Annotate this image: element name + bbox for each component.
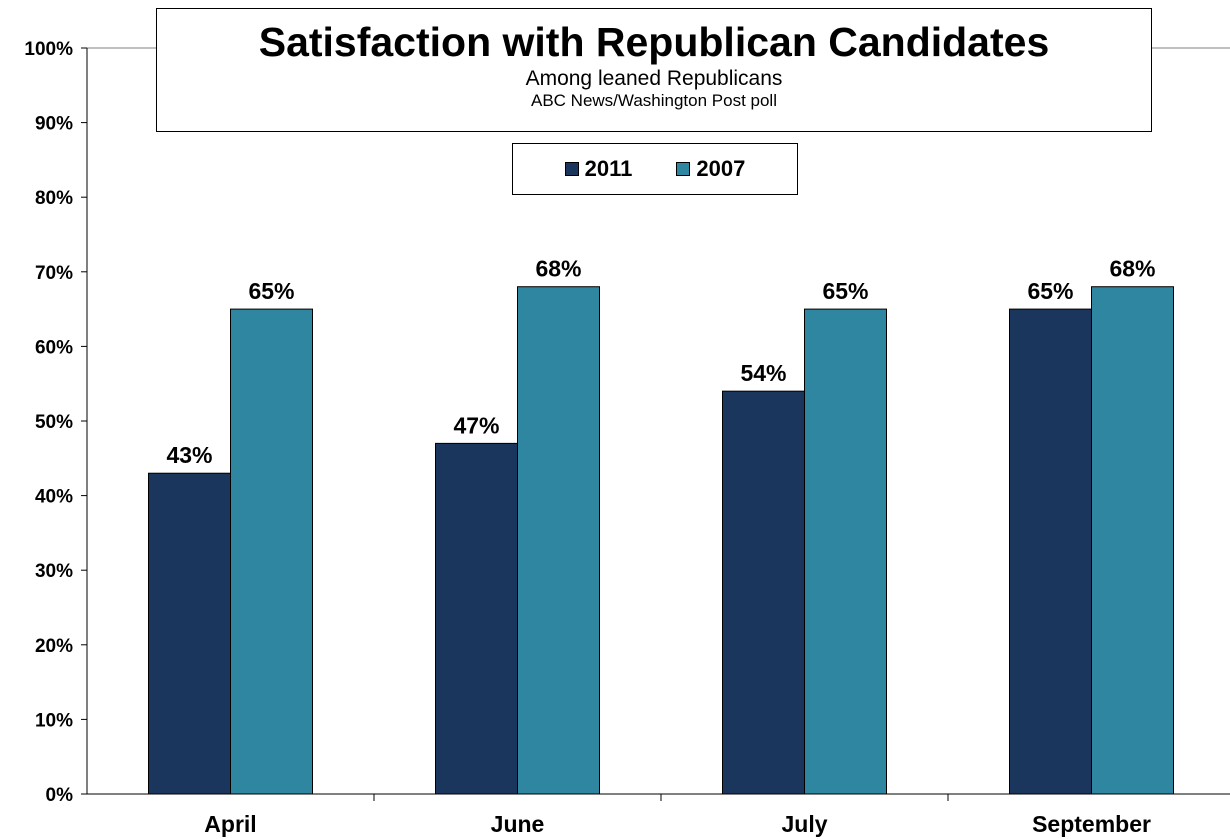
bar-2007-september bbox=[1091, 286, 1174, 795]
y-tick-label: 20% bbox=[35, 636, 73, 657]
chart-subtitle: Among leaned Republicans bbox=[525, 67, 783, 90]
bar-2011-april bbox=[148, 472, 231, 795]
x-tick-label: April bbox=[204, 811, 256, 837]
legend-item-2011: 2011 bbox=[564, 156, 633, 182]
y-tick-label: 40% bbox=[35, 487, 73, 508]
legend-swatch-2007 bbox=[676, 162, 691, 176]
y-tick-label: 100% bbox=[24, 39, 73, 60]
title-box: Satisfaction with Republican Candidates … bbox=[156, 8, 1152, 132]
y-tick-label: 10% bbox=[35, 710, 73, 731]
bar-2007-july bbox=[804, 308, 887, 795]
legend-label-2007: 2007 bbox=[696, 156, 746, 181]
chart-source: ABC News/Washington Post poll bbox=[531, 91, 777, 110]
data-label-2007-july: 65% bbox=[822, 278, 868, 304]
y-tick-label: 80% bbox=[35, 188, 73, 209]
bar-2007-june bbox=[517, 286, 600, 795]
legend: 2011 2007 bbox=[512, 143, 798, 195]
data-label-2011-june: 47% bbox=[453, 412, 499, 438]
y-tick-label: 70% bbox=[35, 263, 73, 284]
data-label-2011-july: 54% bbox=[740, 360, 786, 386]
legend-label-2011: 2011 bbox=[584, 156, 633, 181]
bar-2011-june bbox=[435, 442, 518, 795]
x-tick-label: July bbox=[781, 811, 827, 837]
bar-2007-april bbox=[230, 308, 313, 795]
chart-title: Satisfaction with Republican Candidates bbox=[258, 19, 1050, 65]
data-label-2011-september: 65% bbox=[1027, 278, 1073, 304]
data-label-2007-september: 68% bbox=[1109, 256, 1155, 282]
legend-swatch-2011 bbox=[564, 162, 579, 176]
y-tick-label: 60% bbox=[35, 337, 73, 358]
data-label-2007-april: 65% bbox=[248, 278, 294, 304]
x-tick-label: June bbox=[491, 811, 545, 837]
bar-2011-july bbox=[722, 390, 805, 795]
data-label-2011-april: 43% bbox=[166, 442, 212, 468]
legend-item-2007: 2007 bbox=[676, 156, 745, 182]
y-tick-label: 90% bbox=[35, 114, 73, 135]
data-label-2007-june: 68% bbox=[535, 256, 581, 282]
bar-2011-september bbox=[1009, 308, 1092, 795]
y-tick-label: 50% bbox=[35, 412, 73, 433]
y-tick-label: 30% bbox=[35, 561, 73, 582]
x-tick-label: September bbox=[1032, 811, 1151, 837]
y-tick-label: 0% bbox=[46, 785, 74, 806]
